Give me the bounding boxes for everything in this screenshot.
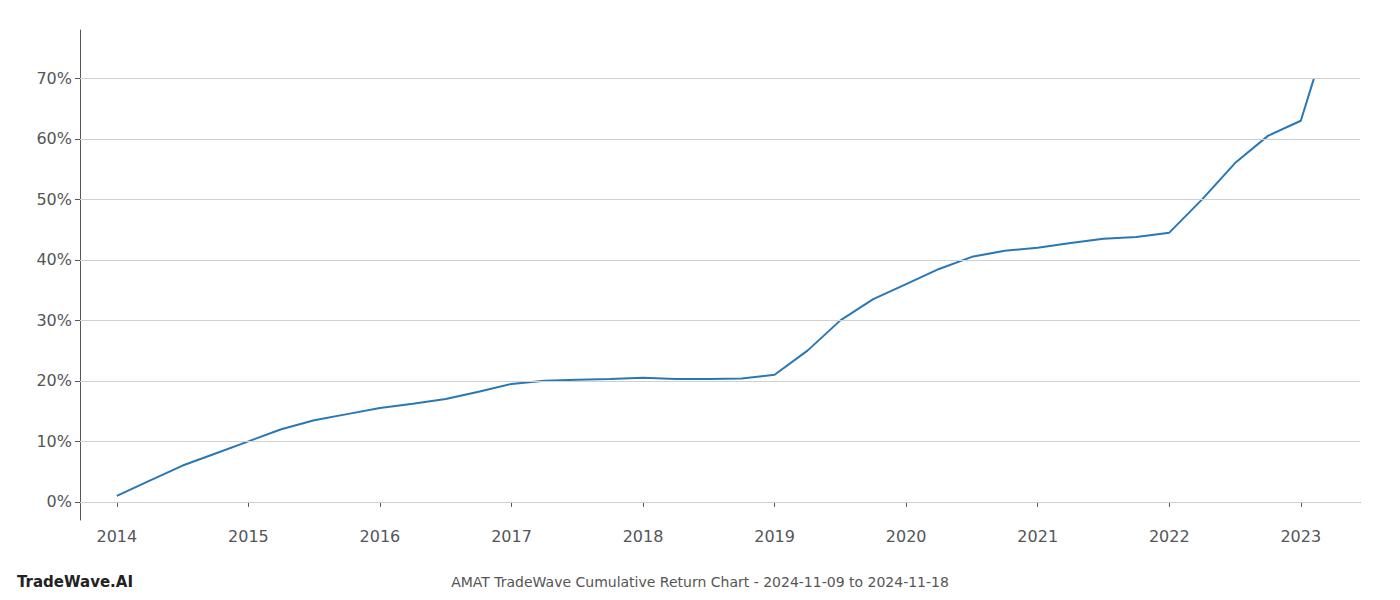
- svg-text:2023: 2023: [1280, 527, 1321, 546]
- svg-text:2022: 2022: [1149, 527, 1190, 546]
- svg-text:2015: 2015: [228, 527, 269, 546]
- svg-text:2014: 2014: [96, 527, 137, 546]
- svg-text:20%: 20%: [36, 371, 72, 390]
- svg-text:50%: 50%: [36, 190, 72, 209]
- svg-text:2018: 2018: [623, 527, 664, 546]
- svg-text:2020: 2020: [886, 527, 927, 546]
- svg-text:TradeWave.AI: TradeWave.AI: [17, 573, 133, 591]
- svg-text:2019: 2019: [754, 527, 795, 546]
- svg-text:AMAT TradeWave Cumulative Retu: AMAT TradeWave Cumulative Return Chart -…: [451, 574, 949, 590]
- svg-text:30%: 30%: [36, 311, 72, 330]
- svg-text:2021: 2021: [1017, 527, 1058, 546]
- svg-text:60%: 60%: [36, 129, 72, 148]
- svg-text:40%: 40%: [36, 250, 72, 269]
- svg-text:2017: 2017: [491, 527, 532, 546]
- svg-text:10%: 10%: [36, 432, 72, 451]
- svg-text:0%: 0%: [47, 492, 72, 511]
- svg-text:2016: 2016: [360, 527, 401, 546]
- svg-text:70%: 70%: [36, 69, 72, 88]
